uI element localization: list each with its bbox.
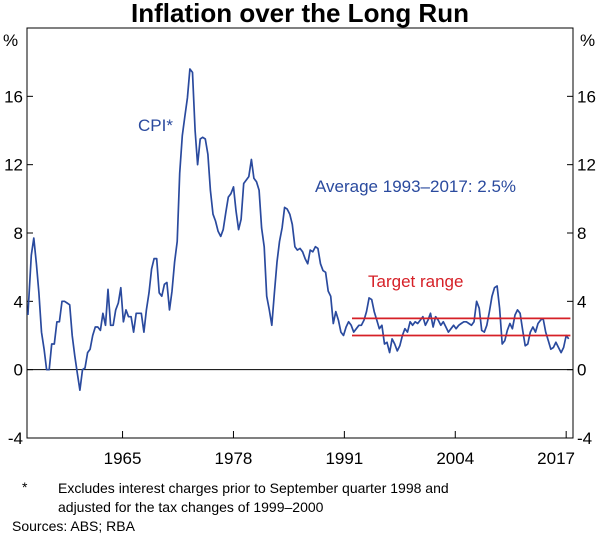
- footnote: Excludes interest charges prior to Septe…: [58, 479, 578, 517]
- target-range-label: Target range: [368, 272, 463, 291]
- y-tick-label-left: 4: [14, 292, 23, 311]
- y-tick-label-right: 8: [577, 224, 586, 243]
- y-tick-label-left: -4: [8, 429, 23, 448]
- y-tick-label-right: 0: [577, 361, 586, 380]
- y-unit-right: %: [580, 31, 595, 50]
- footnote-line-1: Excludes interest charges prior to Septe…: [58, 480, 449, 496]
- y-tick-label-left: 0: [14, 361, 23, 380]
- plot-frame: [26, 27, 574, 439]
- y-tick-label-left: 8: [14, 224, 23, 243]
- y-unit-left: %: [3, 31, 18, 50]
- footnote-marker: *: [22, 479, 28, 495]
- sources: Sources: ABS; RBA: [12, 518, 135, 534]
- footnote-line-2: adjusted for the tax changes of 1999–200…: [58, 499, 324, 515]
- y-tick-label-right: 16: [577, 87, 596, 106]
- y-tick-label-left: 12: [4, 156, 23, 175]
- x-tick-label: 2017: [537, 449, 575, 468]
- cpi-series-line: [27, 68, 570, 392]
- y-tick-label-right: 12: [577, 156, 596, 175]
- x-tick-label: 1965: [104, 449, 142, 468]
- x-tick-label: 1978: [215, 449, 253, 468]
- x-tick-label: 1991: [325, 449, 363, 468]
- y-tick-label-left: 16: [4, 87, 23, 106]
- average-label: Average 1993–2017: 2.5%: [315, 177, 516, 196]
- chart-title: Inflation over the Long Run: [131, 0, 469, 28]
- chart: Inflation over the Long Run % % -4 -4 0 0 4 4…: [3, 0, 596, 468]
- x-tick-label: 2004: [436, 449, 474, 468]
- y-tick-label-right: -4: [577, 429, 592, 448]
- cpi-label: CPI*: [138, 116, 173, 135]
- y-tick-label-right: 4: [577, 292, 586, 311]
